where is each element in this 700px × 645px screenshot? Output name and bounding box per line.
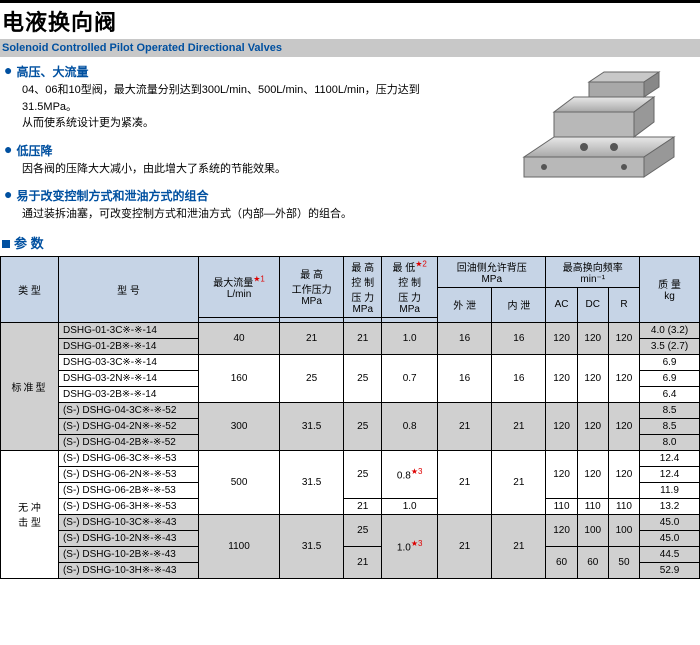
feature-title: 高压、大流量 xyxy=(16,63,88,80)
th-backp: 回油侧允许背压MPa xyxy=(437,256,546,287)
feature-title: 低压降 xyxy=(16,142,52,159)
valve-image xyxy=(494,67,694,187)
th-minctrl: 最 低★2控 制压 力MPa xyxy=(382,256,438,317)
th-r: R xyxy=(608,287,639,322)
th-maxwork: 最 高工作压力MPa xyxy=(280,256,344,317)
type-cell: 标准型 xyxy=(1,322,59,450)
type-cell: 无 冲击 型 xyxy=(1,450,59,578)
feature-title: 易于改变控制方式和泄油方式的组合 xyxy=(16,187,208,204)
bullet-icon: ● xyxy=(4,142,12,156)
page-title: 电液换向阀 xyxy=(0,5,700,37)
bullet-icon: ● xyxy=(4,187,12,201)
th-type: 类 型 xyxy=(1,256,59,322)
th-ext: 外 泄 xyxy=(437,287,491,322)
th-int: 内 泄 xyxy=(492,287,546,322)
bullet-icon: ● xyxy=(4,63,12,77)
th-maxctrl: 最 高控 制压 力MPa xyxy=(344,256,382,317)
model-cell: DSHG-01-3C※-※-14 xyxy=(58,322,198,338)
th-freq: 最高换向频率min⁻¹ xyxy=(546,256,640,287)
th-ac: AC xyxy=(546,287,577,322)
th-maxflow: 最大流量★1L/min xyxy=(198,256,279,317)
th-mass: 质 量kg xyxy=(640,256,700,322)
th-model: 型 号 xyxy=(58,256,198,322)
subtitle: Solenoid Controlled Pilot Operated Direc… xyxy=(2,42,282,54)
feature-body: 04、06和10型阀，最大流量分别达到300L/min、500L/min、110… xyxy=(22,82,452,132)
section-label: 参 数 xyxy=(2,233,700,252)
spec-table: 类 型 型 号 最大流量★1L/min 最 高工作压力MPa 最 高控 制压 力… xyxy=(0,256,700,579)
feature-body: 通过装拆油塞，可改变控制方式和泄油方式（内部—外部）的组合。 xyxy=(22,206,452,223)
th-dc: DC xyxy=(577,287,608,322)
feature-body: 因各阀的压降大大减小，由此增大了系统的节能效果。 xyxy=(22,161,452,178)
